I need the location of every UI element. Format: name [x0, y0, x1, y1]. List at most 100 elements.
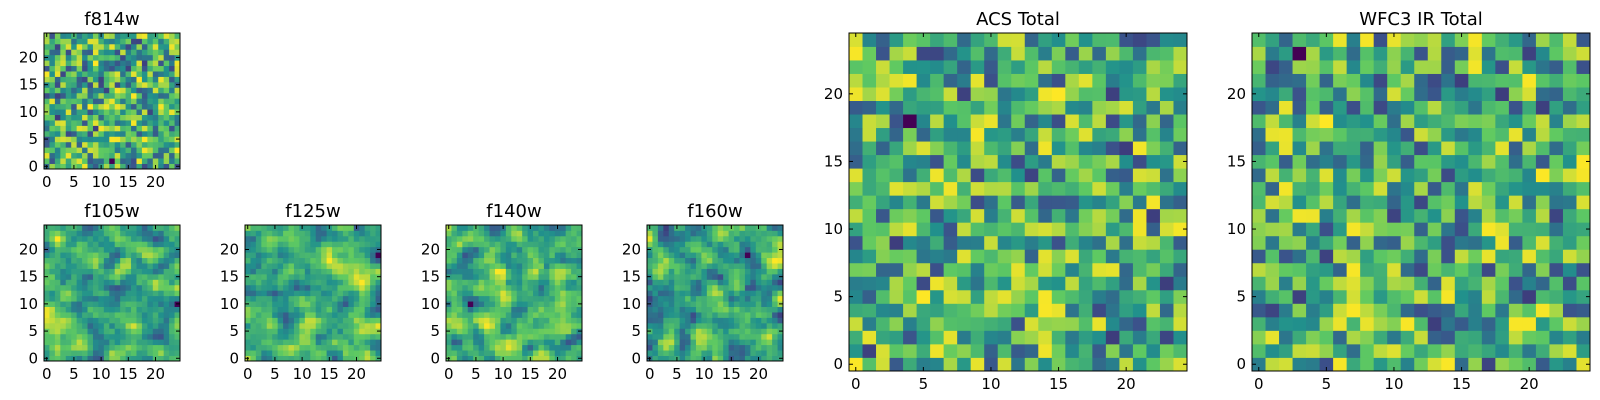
- heatmap-cell: [957, 276, 972, 291]
- heatmap-cell: [1576, 222, 1591, 237]
- heatmap-cell: [98, 257, 105, 264]
- heatmap-cell: [293, 355, 300, 362]
- heatmap-cell: [152, 92, 159, 99]
- heatmap-cell: [288, 328, 295, 335]
- heatmap-cell: [337, 350, 344, 356]
- heatmap-cell: [876, 262, 890, 277]
- heatmap-cell: [862, 330, 877, 345]
- heatmap-cell: [169, 158, 175, 164]
- heatmap-cell: [712, 279, 719, 286]
- heatmap-cell: [1454, 60, 1469, 74]
- heatmap-cell: [120, 49, 126, 56]
- heatmap-cell: [261, 273, 268, 280]
- heatmap-cell: [690, 279, 697, 286]
- heatmap-cell: [560, 252, 567, 259]
- heatmap-cell: [169, 230, 175, 237]
- heatmap-cell: [92, 284, 99, 291]
- heatmap-cell: [744, 328, 751, 335]
- heatmap-cell: [321, 246, 327, 253]
- heatmap-cell: [337, 235, 344, 242]
- heatmap-cell: [538, 225, 545, 231]
- heatmap-cell: [131, 109, 137, 115]
- heatmap-cell: [489, 230, 496, 237]
- heatmap-cell: [538, 306, 545, 313]
- heatmap-cell: [288, 290, 295, 297]
- heatmap-cell: [310, 333, 317, 340]
- heatmap-cell: [125, 152, 132, 159]
- heatmap-cell: [1279, 276, 1293, 291]
- heatmap-cell: [549, 279, 556, 286]
- heatmap-cell: [647, 241, 653, 248]
- heatmap-cell: [862, 154, 877, 169]
- heatmap-cell: [332, 290, 338, 297]
- heatmap-cell: [98, 71, 105, 77]
- heatmap-cell: [277, 263, 284, 269]
- heatmap-cell: [1387, 289, 1402, 304]
- heatmap-cell: [1508, 100, 1523, 115]
- heatmap-cell: [543, 317, 550, 324]
- heatmap-cell: [158, 295, 165, 302]
- heatmap-cell: [478, 301, 485, 307]
- heatmap-cell: [1495, 235, 1510, 250]
- heatmap-cell: [717, 230, 724, 237]
- heatmap-cell: [71, 235, 78, 242]
- heatmap-cell: [744, 306, 751, 313]
- heatmap-cell: [1346, 357, 1361, 372]
- heatmap-cell: [717, 235, 724, 242]
- heatmap-cell: [261, 235, 268, 242]
- heatmap-cell: [152, 241, 159, 248]
- heatmap-cell: [997, 343, 1012, 358]
- heatmap-cell: [1522, 168, 1537, 183]
- heatmap-cell: [103, 355, 110, 362]
- heatmap-cell: [71, 71, 78, 77]
- heatmap-cell: [772, 235, 778, 242]
- heatmap-cell: [152, 71, 159, 77]
- heatmap-cell: [451, 263, 458, 269]
- heatmap-cell: [44, 65, 50, 72]
- heatmap-cell: [375, 317, 382, 324]
- heatmap-cell: [60, 158, 67, 164]
- heatmap-cell: [158, 120, 165, 126]
- heatmap-cell: [103, 344, 110, 351]
- heatmap-cell: [744, 241, 751, 248]
- heatmap-cell: [109, 279, 116, 286]
- heatmap-cell: [321, 295, 327, 302]
- heatmap-cell: [1495, 87, 1510, 101]
- heatmap-cell: [114, 54, 121, 61]
- heatmap-cell: [538, 263, 545, 269]
- heatmap-cell: [169, 290, 175, 297]
- heatmap-cell: [473, 344, 480, 351]
- heatmap-cell: [1024, 87, 1039, 101]
- heatmap-cell: [717, 355, 724, 362]
- heatmap-cell: [1481, 357, 1496, 372]
- heatmap-cell: [657, 230, 664, 237]
- heatmap-cell: [152, 76, 159, 83]
- heatmap-cell: [1333, 33, 1348, 47]
- heatmap-cell: [1360, 303, 1375, 318]
- heatmap-cell: [49, 344, 56, 351]
- heatmap-cell: [695, 230, 702, 237]
- heatmap-cell: [131, 76, 137, 83]
- heatmap-cell: [163, 312, 170, 318]
- heatmap-cell: [916, 330, 931, 345]
- heatmap-cell: [1441, 222, 1456, 237]
- heatmap-cell: [82, 60, 88, 67]
- heatmap-cell: [576, 268, 583, 275]
- heatmap-cell: [744, 339, 751, 346]
- heatmap-cell: [337, 225, 344, 231]
- heatmap-cell: [332, 344, 338, 351]
- heatmap-cell: [957, 168, 972, 183]
- heatmap-cell: [997, 168, 1012, 183]
- heatmap-cell: [321, 328, 327, 335]
- heatmap-cell: [473, 257, 480, 264]
- heatmap-cell: [60, 103, 67, 110]
- heatmap-cell: [462, 235, 469, 242]
- heatmap-cell: [560, 301, 567, 307]
- heatmap-cell: [554, 333, 561, 340]
- heatmap-cell: [1360, 100, 1375, 115]
- heatmap-cell: [337, 263, 344, 269]
- heatmap-cell: [65, 295, 72, 302]
- heatmap-cell: [163, 295, 170, 302]
- heatmap-cell: [131, 317, 137, 324]
- heatmap-cell: [576, 339, 583, 346]
